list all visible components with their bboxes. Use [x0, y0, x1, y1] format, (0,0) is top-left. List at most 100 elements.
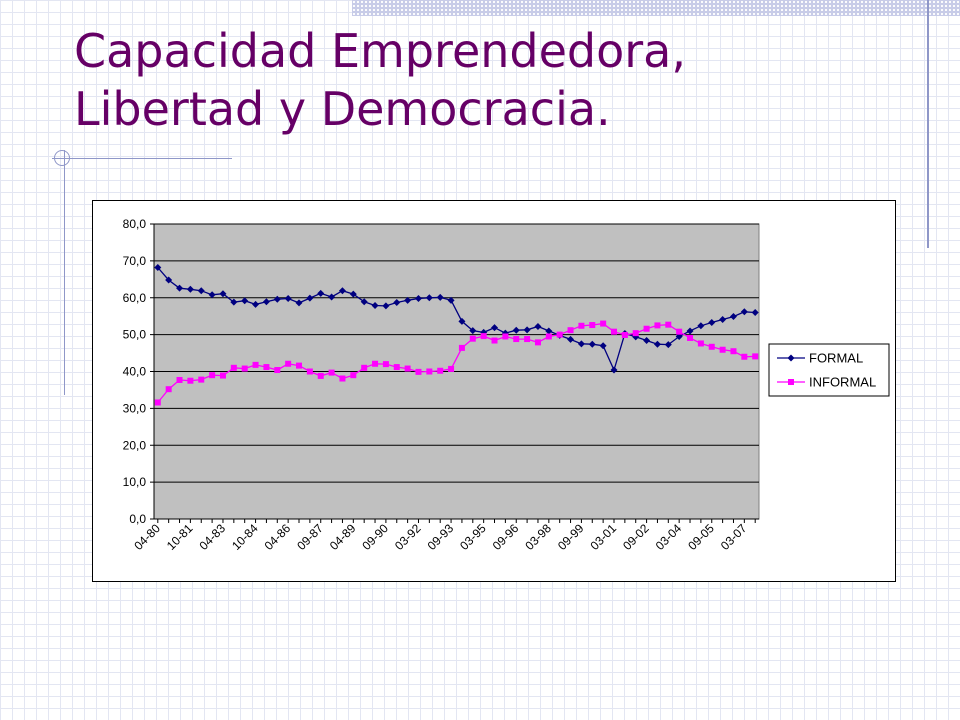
data-point-informal [469, 335, 476, 342]
data-point-formal [404, 296, 412, 304]
data-point-formal [523, 326, 531, 334]
data-point-informal [491, 337, 498, 344]
data-point-formal [588, 340, 596, 348]
data-point-informal [339, 375, 346, 382]
data-point-informal [687, 334, 694, 341]
data-point-formal [675, 332, 683, 340]
data-point-formal [176, 284, 184, 292]
x-tick-label: 09-90 [359, 521, 391, 553]
title-line-2: Libertad y Democracia. [74, 82, 611, 136]
data-point-formal [165, 276, 173, 284]
data-point-informal [176, 376, 183, 383]
x-tick-label: 03-98 [522, 521, 554, 553]
data-point-informal [296, 362, 303, 369]
data-point-formal [219, 290, 227, 298]
legend-label-formal: FORMAL [809, 351, 863, 366]
data-point-formal [491, 324, 499, 332]
title-underline [52, 158, 232, 159]
data-point-informal [404, 365, 411, 372]
data-point-informal [697, 340, 704, 347]
data-point-formal [295, 299, 303, 307]
x-tick-label: 03-01 [588, 521, 620, 553]
data-point-informal [165, 386, 172, 393]
data-point-informal [317, 372, 324, 379]
data-point-informal [328, 369, 335, 376]
data-point-informal [643, 325, 650, 332]
data-point-formal [393, 299, 401, 307]
data-point-formal [306, 294, 314, 302]
data-point-formal [447, 296, 455, 304]
data-point-formal [230, 298, 238, 306]
data-point-informal [534, 339, 541, 346]
data-point-informal [480, 333, 487, 340]
data-point-formal [469, 327, 477, 335]
y-tick-label: 20,0 [123, 438, 147, 452]
data-point-informal [610, 328, 617, 335]
data-point-informal [730, 348, 737, 355]
top-decorative-band [352, 0, 960, 16]
data-point-informal [382, 361, 389, 368]
x-tick-label: 09-87 [294, 521, 326, 553]
data-point-informal [589, 322, 596, 329]
legend-marker-formal [787, 354, 795, 362]
data-point-formal [567, 335, 575, 343]
data-point-formal [458, 317, 466, 325]
data-point-formal [317, 289, 325, 297]
data-point-informal [458, 344, 465, 351]
data-point-informal [719, 346, 726, 353]
data-point-informal [665, 321, 672, 328]
x-tick-label: 09-96 [490, 521, 522, 553]
x-tick-label: 09-05 [685, 521, 717, 553]
data-point-informal [752, 353, 759, 360]
decorative-circle-icon [54, 150, 70, 166]
y-tick-label: 60,0 [123, 291, 147, 305]
data-point-formal [371, 301, 379, 309]
data-point-informal [741, 353, 748, 360]
y-tick-label: 50,0 [123, 328, 147, 342]
data-point-informal [198, 376, 205, 383]
x-tick-label: 03-04 [653, 521, 685, 553]
left-decorative-line [64, 150, 65, 395]
x-tick-label: 09-02 [620, 521, 652, 553]
y-tick-label: 0,0 [129, 512, 146, 526]
data-point-formal [577, 340, 585, 348]
data-point-informal [219, 372, 226, 379]
data-point-informal [350, 372, 357, 379]
data-point-informal [437, 367, 444, 374]
data-point-formal [273, 295, 281, 303]
data-point-informal [632, 330, 639, 337]
x-tick-label: 04-83 [196, 521, 228, 553]
x-tick-label: 09-93 [425, 521, 457, 553]
data-point-informal [567, 327, 574, 334]
data-point-informal [600, 320, 607, 327]
line-chart: 0,0 10,0 20,0 30,0 40,0 50,0 60,0 70,0 80,0 04-8… [123, 217, 890, 553]
legend-label-informal: INFORMAL [809, 375, 876, 390]
data-point-formal [436, 293, 444, 301]
data-point-formal [719, 316, 727, 324]
data-point-formal [545, 327, 553, 335]
data-point-formal [328, 293, 336, 301]
data-point-informal [426, 368, 433, 375]
legend-box [768, 343, 890, 397]
data-point-formal [425, 294, 433, 302]
data-point-informal [263, 364, 270, 371]
x-tick-label: 03-07 [718, 521, 750, 553]
data-point-formal [610, 366, 618, 374]
data-point-informal [209, 372, 216, 379]
data-point-formal [262, 298, 270, 306]
title-line-1: Capacidad Emprendedora, [74, 24, 686, 78]
data-point-formal [729, 313, 737, 321]
data-point-informal [676, 328, 683, 335]
chart-frame: 0,0 10,0 20,0 30,0 40,0 50,0 60,0 70,0 80,0 04-8… [92, 200, 896, 582]
data-point-informal [393, 364, 400, 371]
data-point-informal [241, 365, 248, 372]
y-tick-label: 30,0 [123, 401, 147, 415]
data-point-informal [274, 367, 281, 374]
x-tick-label: 10-84 [229, 521, 261, 553]
x-tick-label: 04-86 [262, 521, 294, 553]
y-tick-label: 80,0 [123, 217, 147, 231]
x-tick-label: 03-92 [392, 521, 424, 553]
data-point-formal [284, 294, 292, 302]
data-point-formal [241, 297, 249, 305]
data-point-formal [197, 287, 205, 295]
